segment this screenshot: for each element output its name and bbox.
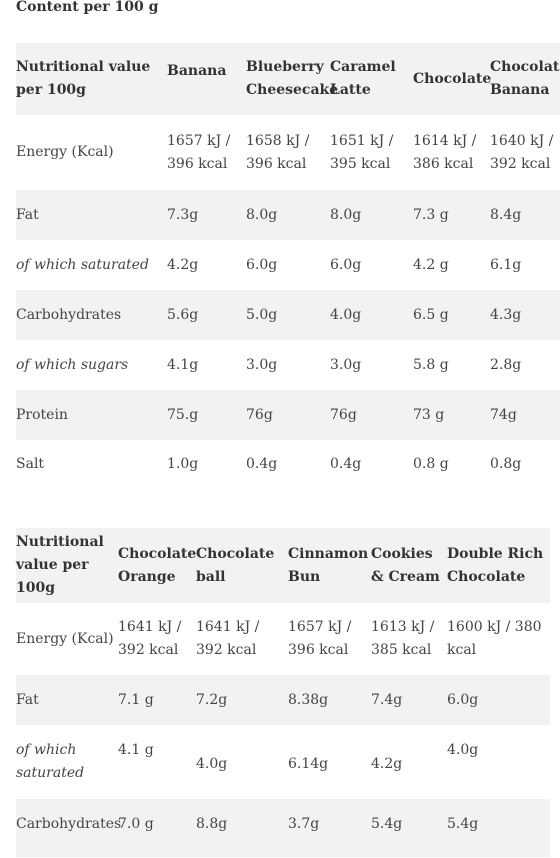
row-label: Carbohydrates <box>16 799 121 849</box>
cell: 76g <box>246 390 330 440</box>
cell: 5.4g <box>371 799 447 849</box>
page-heading: Content per 100 g <box>16 0 159 15</box>
cell: 1614 kJ / 386 kcal <box>413 115 490 190</box>
cell: 5.6g <box>167 290 246 340</box>
cell: 1657 kJ / 396 kcal <box>167 115 246 190</box>
table-row-carbohydrates: Carbohydrates 7.0 g 8.8g 3.7g 5.4g 5.4g <box>16 799 550 849</box>
cell: 8.0g <box>246 190 330 240</box>
row-label: Carbohydrates <box>16 290 167 340</box>
cell: 4.2g <box>371 725 447 799</box>
table-row-saturated: of which saturated 4.2g 6.0g 6.0g 4.2 g … <box>16 240 560 290</box>
row-label: Energy (Kcal) <box>16 603 118 675</box>
cell: 3.7g <box>288 799 371 849</box>
cell: 7.4g <box>371 675 447 725</box>
cell: 1640 kJ / 392 kcal <box>490 115 560 190</box>
cell: 1641 kJ / 392 kcal <box>118 603 196 675</box>
header-cookies-cream: Cookies & Cream <box>371 528 447 603</box>
cell: 6.1g <box>490 240 560 290</box>
table-row-salt: Salt 1.0g 0.4g 0.4g 0.8 g 0.8g <box>16 440 560 489</box>
table-row-spacer <box>16 849 550 857</box>
cell: 7.2g <box>196 675 288 725</box>
table-row-energy: Energy (Kcal) 1641 kJ / 392 kcal 1641 kJ… <box>16 603 550 675</box>
cell: 8.38g <box>288 675 371 725</box>
header-blueberry-cheesecake: Blueberry Cheesecake <box>246 43 338 115</box>
cell: 6.5 g <box>413 290 490 340</box>
cell: 74g <box>490 390 560 440</box>
table-row-fat: Fat 7.1 g 7.2g 8.38g 7.4g 6.0g <box>16 675 550 725</box>
table-row-energy: Energy (Kcal) 1657 kJ / 396 kcal 1658 kJ… <box>16 115 560 190</box>
cell: 5.0g <box>246 290 330 340</box>
cell: 1.0g <box>167 440 246 489</box>
row-label: Fat <box>16 675 118 725</box>
cell: 0.8g <box>490 440 560 489</box>
cell: 7.3g <box>167 190 246 240</box>
cell: 73 g <box>413 390 490 440</box>
table-header-row: Nutritional value per 100g Banana Bluebe… <box>16 43 560 115</box>
cell: 0.8 g <box>413 440 490 489</box>
cell: 4.2 g <box>413 240 490 290</box>
cell: 4.3g <box>490 290 560 340</box>
cell: 2.8g <box>490 340 560 390</box>
nutrition-table-2: Nutritional value per 100g Chocolate Ora… <box>16 528 550 857</box>
header-label: Nutritional value per 100g <box>16 528 118 603</box>
cell: 5.4g <box>447 799 550 849</box>
cell: 7.3 g <box>413 190 490 240</box>
row-label: Fat <box>16 190 167 240</box>
header-chocolate-orange: Chocolate Orange <box>118 528 196 603</box>
cell: 7.0 g <box>118 799 196 849</box>
header-cinnamon-bun: Cinnamon Bun <box>288 528 371 603</box>
header-caramel-latte: Caramel Latte <box>330 43 413 115</box>
cell: 4.0g <box>330 290 413 340</box>
cell: 8.4g <box>490 190 560 240</box>
header-double-rich-chocolate: Double Rich Chocolate <box>447 528 550 603</box>
table-row-carbohydrates: Carbohydrates 5.6g 5.0g 4.0g 6.5 g 4.3g <box>16 290 560 340</box>
header-chocolate-banana: Chocolate Banana <box>490 43 560 115</box>
cell: 5.8 g <box>413 340 490 390</box>
cell: 4.1g <box>167 340 246 390</box>
spacer-cell <box>16 849 550 857</box>
cell: 6.0g <box>246 240 330 290</box>
cell: 75.g <box>167 390 246 440</box>
table-row-fat: Fat 7.3g 8.0g 8.0g 7.3 g 8.4g <box>16 190 560 240</box>
cell: 8.8g <box>196 799 288 849</box>
cell: 7.1 g <box>118 675 196 725</box>
row-label: Energy (Kcal) <box>16 115 167 190</box>
cell: 8.0g <box>330 190 413 240</box>
cell: 4.1 g <box>118 725 196 799</box>
cell: 6.0g <box>447 675 550 725</box>
row-label: Protein <box>16 390 167 440</box>
cell: 0.4g <box>330 440 413 489</box>
row-label: of which sugars <box>16 340 167 390</box>
cell: 3.0g <box>330 340 413 390</box>
cell: 4.0g <box>447 725 550 799</box>
cell: 1651 kJ / 395 kcal <box>330 115 413 190</box>
header-chocolate-ball: Chocolate ball <box>196 528 288 603</box>
header-banana: Banana <box>167 43 246 115</box>
cell: 3.0g <box>246 340 330 390</box>
nutrition-table-1: Nutritional value per 100g Banana Bluebe… <box>16 43 560 489</box>
table-row-sugars: of which sugars 4.1g 3.0g 3.0g 5.8 g 2.8… <box>16 340 560 390</box>
cell: 6.14g <box>288 725 371 799</box>
cell: 1613 kJ / 385 kcal <box>371 603 447 675</box>
cell: 0.4g <box>246 440 330 489</box>
header-chocolate: Chocolate <box>413 43 491 115</box>
cell: 1657 kJ / 396 kcal <box>288 603 371 675</box>
row-label: of which saturated <box>16 725 118 799</box>
table-row-protein: Protein 75.g 76g 76g 73 g 74g <box>16 390 560 440</box>
cell: 1641 kJ / 392 kcal <box>196 603 288 675</box>
header-label: Nutritional value per 100g <box>16 43 167 115</box>
table-header-row: Nutritional value per 100g Chocolate Ora… <box>16 528 550 603</box>
row-label: Salt <box>16 440 167 489</box>
cell: 76g <box>330 390 413 440</box>
cell: 1600 kJ / 380 kcal <box>447 603 550 675</box>
cell: 4.0g <box>196 725 288 799</box>
cell: 4.2g <box>167 240 246 290</box>
table-row-saturated: of which saturated 4.1 g 4.0g 6.14g 4.2g… <box>16 725 550 799</box>
cell: 1658 kJ / 396 kcal <box>246 115 330 190</box>
row-label: of which saturated <box>16 240 167 290</box>
cell: 6.0g <box>330 240 413 290</box>
